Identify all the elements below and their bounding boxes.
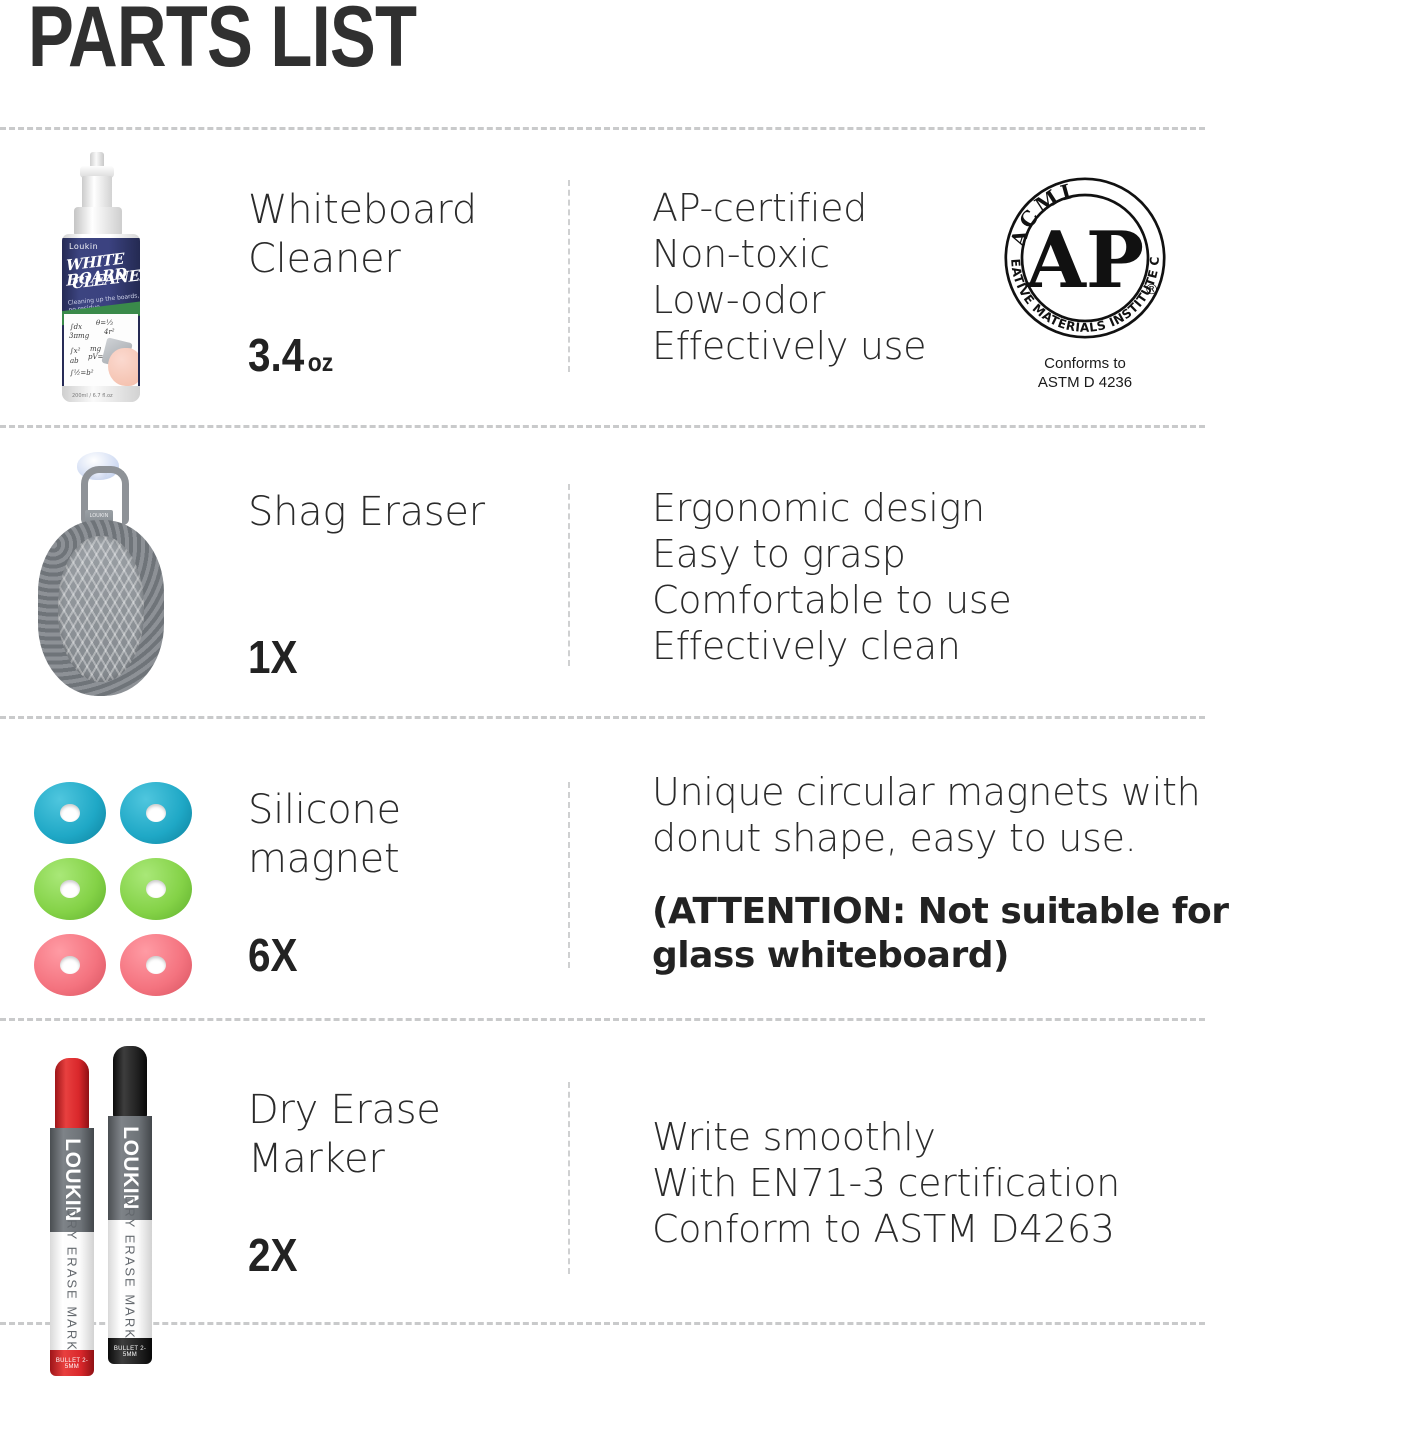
silicone-magnet-features-cell: Unique circular magnets with donut shape…: [652, 770, 1262, 978]
marker-cap-red-icon: [55, 1058, 89, 1130]
bottle-body-icon: Loukin WHITE BOARD CLEANER Cleaning up t…: [62, 234, 140, 402]
dry-erase-marker-name-cell: Dry Erase Marker 2X: [248, 1086, 441, 1282]
hanging-loop-icon: [81, 466, 129, 525]
marker-cap-black-icon: [113, 1046, 147, 1118]
silicone-magnet-name-cell: Silicone magnet 6X: [248, 786, 401, 982]
silicone-magnets-image: [34, 782, 194, 1000]
acmi-ap-seal-icon: ACMI ART & CREATIVE MATERIALS INSTITUTE …: [989, 157, 1166, 339]
divider-row-3: [0, 1018, 1205, 1021]
magnet-pink-1: [34, 934, 106, 996]
svg-text:AP: AP: [1025, 215, 1144, 306]
feature-list: Ergonomic design Easy to grasp Comfortab…: [652, 486, 1012, 668]
magnet-teal-1: [34, 782, 106, 844]
divider-bottom: [0, 1322, 1205, 1325]
feature-list: AP-certified Non-toxic Low-odor Effectiv…: [652, 186, 927, 368]
svg-text:®: ®: [1144, 282, 1158, 298]
product-quantity: 2X: [248, 1228, 418, 1282]
acmi-ap-seal-badge: ACMI ART & CREATIVE MATERIALS INSTITUTE …: [989, 157, 1175, 393]
magnet-green-2: [120, 858, 192, 920]
marker-barrel-upper: LOUKIN: [108, 1116, 152, 1220]
product-quantity: 1X: [248, 630, 456, 684]
shag-eraser-features-cell: Ergonomic design Easy to grasp Comfortab…: [652, 486, 1012, 670]
product-quantity: 3.4 oz: [248, 328, 449, 382]
product-name: Whiteboard Cleaner: [248, 187, 477, 282]
feature-list: Unique circular magnets with donut shape…: [652, 770, 1201, 860]
quantity-unit: oz: [307, 346, 334, 377]
column-divider-row-2: [568, 484, 570, 666]
bottle-volume-text: 200ml / 6.7 fl.oz: [72, 393, 113, 399]
ap-seal-conforms-text: Conforms to ASTM D 4236: [1037, 355, 1133, 391]
shag-eraser-image: LOUKIN: [32, 452, 172, 702]
product-name: Shag Eraser: [248, 489, 485, 535]
bottle-hand-icon: [108, 348, 138, 386]
page-title: PARTS LIST: [28, 0, 417, 85]
whiteboard-cleaner-name-cell: Whiteboard Cleaner 3.4 oz: [248, 186, 477, 382]
bottle-brand-text: Loukin: [69, 242, 99, 251]
column-divider-row-4: [568, 1082, 570, 1274]
divider-row-2: [0, 716, 1205, 719]
quantity-value: 3.4: [248, 328, 305, 381]
column-divider-row-3: [568, 782, 570, 968]
dry-erase-marker-features-cell: Write smoothly With EN71-3 certification…: [652, 1115, 1120, 1253]
bottle-photo-area: ∫dx 3πmg θ=⅓ 4r² ∫x² mg pV=∑ ab ∫½=b²: [64, 314, 138, 388]
feature-list: Write smoothly With EN71-3 certification…: [652, 1115, 1120, 1251]
product-name: Silicone magnet: [248, 787, 401, 882]
quantity-value: 2X: [248, 1228, 298, 1281]
dry-erase-markers-image: LOUKIN DRY ERASE MARKER BULLET 2-5MM LOU…: [50, 1046, 170, 1376]
whiteboard-cleaner-features-cell: AP-certified Non-toxic Low-odor Effectiv…: [652, 186, 927, 370]
product-name: Dry Erase Marker: [248, 1087, 441, 1182]
magnet-green-1: [34, 858, 106, 920]
magnet-pink-2: [120, 934, 192, 996]
feature-attention-note: (ATTENTION: Not suitable for glass white…: [652, 890, 1229, 976]
bottle-base: 200ml / 6.7 fl.oz: [62, 386, 140, 402]
bottle-trigger-icon: [80, 166, 114, 178]
whiteboard-cleaner-image: Loukin WHITE BOARD CLEANER Cleaning up t…: [56, 152, 146, 410]
marker-tip-text: BULLET 2-5MM: [113, 1346, 147, 1358]
quantity-value: 6X: [248, 928, 298, 981]
marker-end-black: BULLET 2-5MM: [108, 1338, 152, 1364]
eraser-mesh-icon: [58, 536, 144, 682]
bottle-label: Loukin WHITE BOARD CLEANER Cleaning up t…: [62, 238, 140, 388]
divider-top: [0, 127, 1205, 130]
magnet-teal-2: [120, 782, 192, 844]
column-divider-row-1: [568, 180, 570, 372]
eraser-brand-text: LOUKIN: [89, 513, 109, 519]
marker-barrel-upper: LOUKIN: [50, 1128, 94, 1232]
marker-barrel-lower: DRY ERASE MARKER: [50, 1208, 94, 1374]
divider-row-1: [0, 425, 1205, 428]
shag-eraser-name-cell: Shag Eraser 1X: [248, 488, 485, 684]
marker-end-red: BULLET 2-5MM: [50, 1350, 94, 1376]
product-quantity: 6X: [248, 928, 382, 982]
bottle-collar-icon: [74, 207, 122, 237]
marker-tip-text: BULLET 2-5MM: [55, 1358, 89, 1370]
marker-barrel-lower: DRY ERASE MARKER: [108, 1196, 152, 1362]
quantity-value: 1X: [248, 630, 298, 683]
